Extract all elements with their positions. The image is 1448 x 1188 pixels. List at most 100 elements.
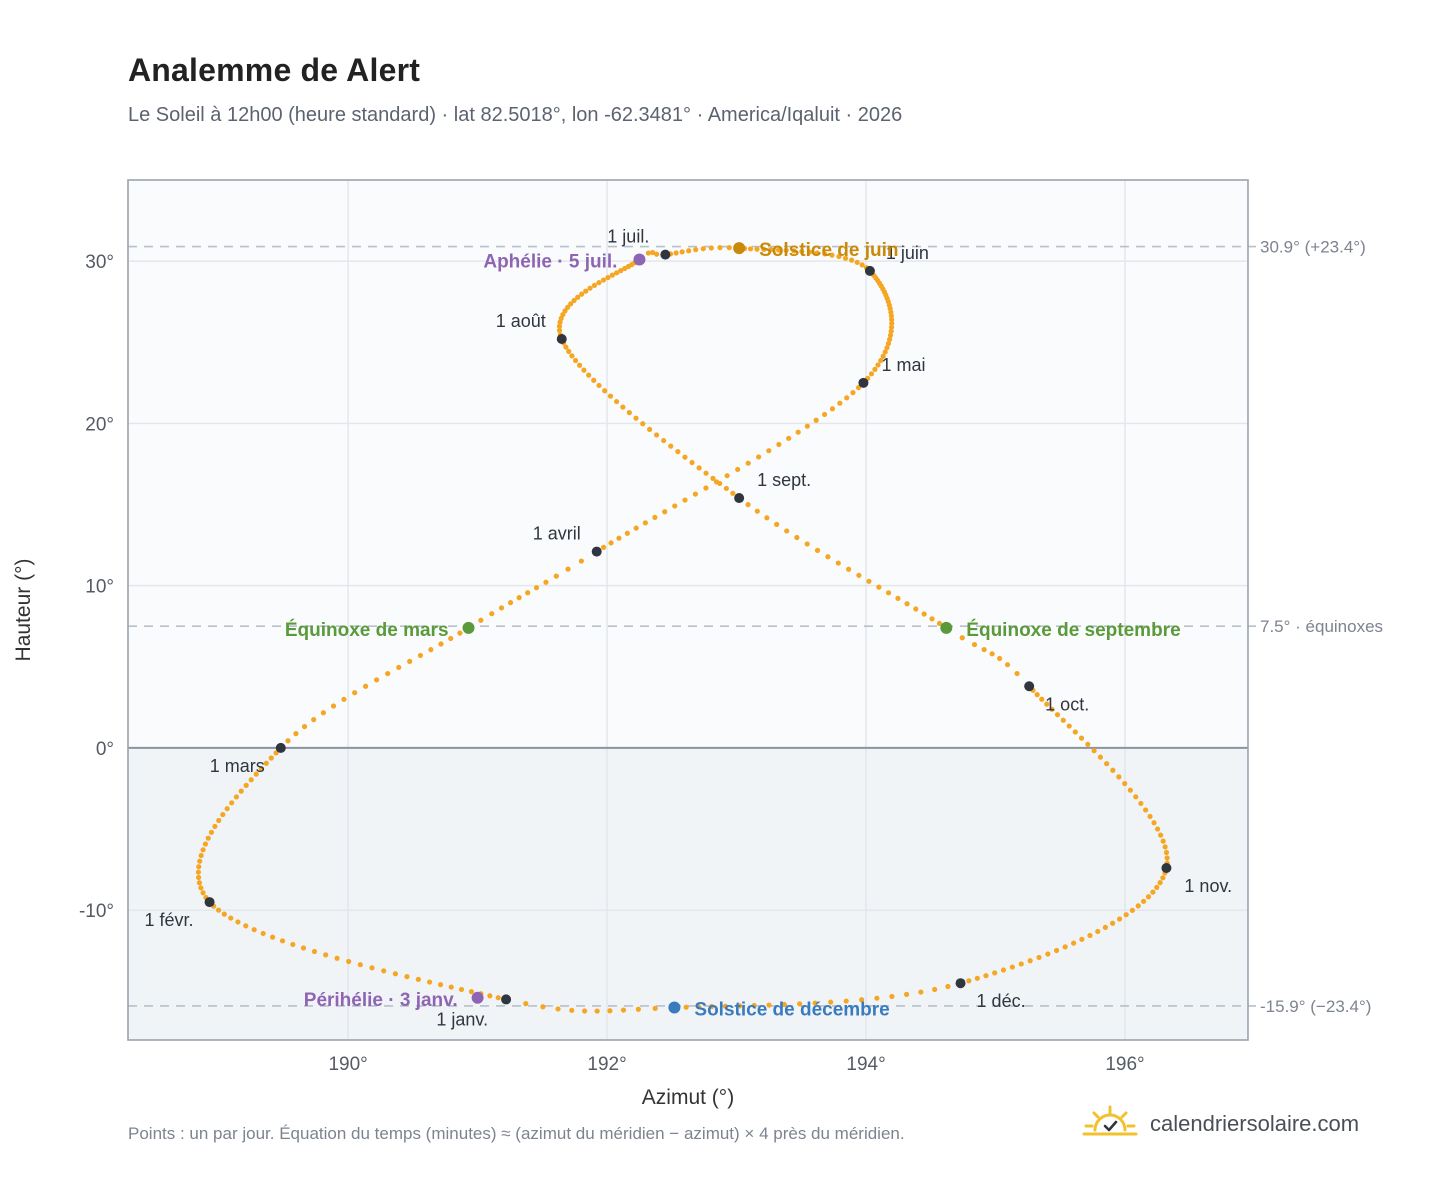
sun-daily-point	[1140, 898, 1147, 904]
sun-daily-point	[216, 817, 222, 824]
sun-daily-point	[675, 449, 681, 455]
sun-daily-point	[859, 262, 865, 268]
sun-daily-point	[766, 1002, 772, 1008]
sun-daily-point	[1127, 787, 1133, 793]
sun-daily-point	[730, 490, 736, 496]
sun-daily-point	[1160, 875, 1166, 881]
sun-daily-point	[708, 245, 714, 251]
sun-daily-point	[804, 541, 810, 547]
sun-daily-point	[794, 534, 800, 541]
sun-daily-point	[1163, 849, 1170, 856]
sun-daily-point	[1157, 880, 1163, 886]
sun-daily-point	[385, 670, 391, 677]
sun-daily-point	[1147, 813, 1153, 820]
sun-daily-point	[929, 616, 935, 622]
sun-daily-point	[1045, 951, 1051, 957]
sun-daily-point	[874, 995, 880, 1001]
sun-daily-point	[381, 968, 387, 974]
sun-daily-point	[764, 515, 770, 521]
sun-daily-point	[1138, 800, 1144, 807]
sun-daily-point	[576, 362, 583, 368]
y-tick-label: 10°	[85, 577, 114, 598]
sun-daily-point	[229, 800, 235, 806]
sun-daily-point	[620, 1007, 627, 1013]
sun-daily-point	[703, 470, 709, 476]
sun-daily-point	[609, 272, 615, 278]
sun-daily-point	[458, 986, 465, 993]
sun-daily-point	[437, 982, 444, 988]
sun-daily-point	[936, 620, 943, 627]
sun-daily-point	[806, 249, 813, 255]
month-label: 1 févr.	[145, 910, 194, 930]
sun-daily-point	[875, 362, 881, 368]
sun-daily-point	[889, 320, 895, 327]
event-label: Équinoxe de septembre	[966, 619, 1180, 641]
sun-daily-point	[569, 353, 575, 359]
sun-daily-point	[558, 315, 564, 321]
sun-daily-point	[1054, 712, 1061, 718]
sun-daily-point	[755, 454, 762, 460]
sun-daily-point	[855, 385, 862, 391]
sun-daily-point	[903, 991, 910, 998]
sun-daily-point	[362, 683, 369, 689]
sun-daily-point	[235, 919, 241, 925]
sun-daily-point	[1123, 912, 1129, 918]
event-marker	[471, 991, 484, 1004]
sun-daily-point	[1062, 944, 1068, 950]
sun-daily-point	[696, 1004, 702, 1010]
sun-daily-point	[837, 400, 843, 406]
sun-daily-point	[600, 544, 607, 550]
month-marker	[275, 742, 286, 753]
month-label: 1 juin	[886, 243, 929, 263]
sun-daily-point	[880, 353, 886, 359]
sun-daily-point	[587, 285, 593, 291]
sun-daily-point	[602, 388, 608, 394]
sun-daily-point	[876, 584, 882, 590]
sun-daily-point	[614, 270, 620, 276]
chart-title: Analemme de Alert	[128, 52, 421, 88]
brand[interactable]: calendriersolaire.com	[1082, 1104, 1359, 1144]
sun-daily-point	[1049, 706, 1055, 712]
sun-daily-point	[248, 777, 254, 783]
sun-daily-point	[829, 252, 835, 258]
month-marker	[556, 334, 567, 345]
sun-daily-point	[205, 835, 211, 841]
sun-daily-point	[1102, 924, 1108, 930]
sun-daily-point	[959, 635, 965, 641]
sun-daily-point	[717, 480, 723, 487]
sun-daily-point	[885, 590, 892, 596]
sun-daily-point	[565, 566, 571, 572]
sun-daily-point	[301, 723, 308, 730]
sun-daily-point	[293, 731, 299, 737]
sun-daily-point	[626, 410, 632, 416]
sun-daily-point	[1097, 754, 1104, 760]
sun-daily-point	[1150, 889, 1156, 895]
event-label: Solstice de décembre	[694, 1000, 889, 1021]
sun-daily-point	[1071, 940, 1077, 946]
sun-daily-point	[417, 652, 424, 659]
sun-daily-point	[196, 880, 203, 886]
sun-daily-point	[783, 247, 789, 253]
sun-daily-point	[448, 984, 454, 990]
sky-area	[128, 180, 1248, 748]
sun-daily-point	[1116, 916, 1123, 922]
sun-daily-point	[679, 249, 685, 255]
sun-daily-point	[596, 382, 602, 389]
month-label: 1 janv.	[436, 1009, 488, 1029]
sun-daily-point	[784, 528, 790, 534]
sun-daily-point	[866, 578, 872, 584]
sun-daily-point	[1072, 729, 1078, 735]
sun-daily-point	[835, 560, 841, 566]
sun-daily-point	[814, 250, 820, 256]
sun-daily-point	[285, 738, 291, 744]
sun-daily-point	[1034, 692, 1040, 698]
sun-daily-point	[273, 750, 279, 756]
sun-daily-point	[1135, 903, 1141, 909]
sun-daily-point	[346, 958, 352, 965]
sun-daily-point	[1154, 884, 1160, 890]
sun-daily-point	[1160, 838, 1166, 844]
sun-daily-point	[775, 247, 782, 253]
sun-daily-point	[583, 288, 589, 294]
month-label: 1 nov.	[1184, 876, 1232, 896]
